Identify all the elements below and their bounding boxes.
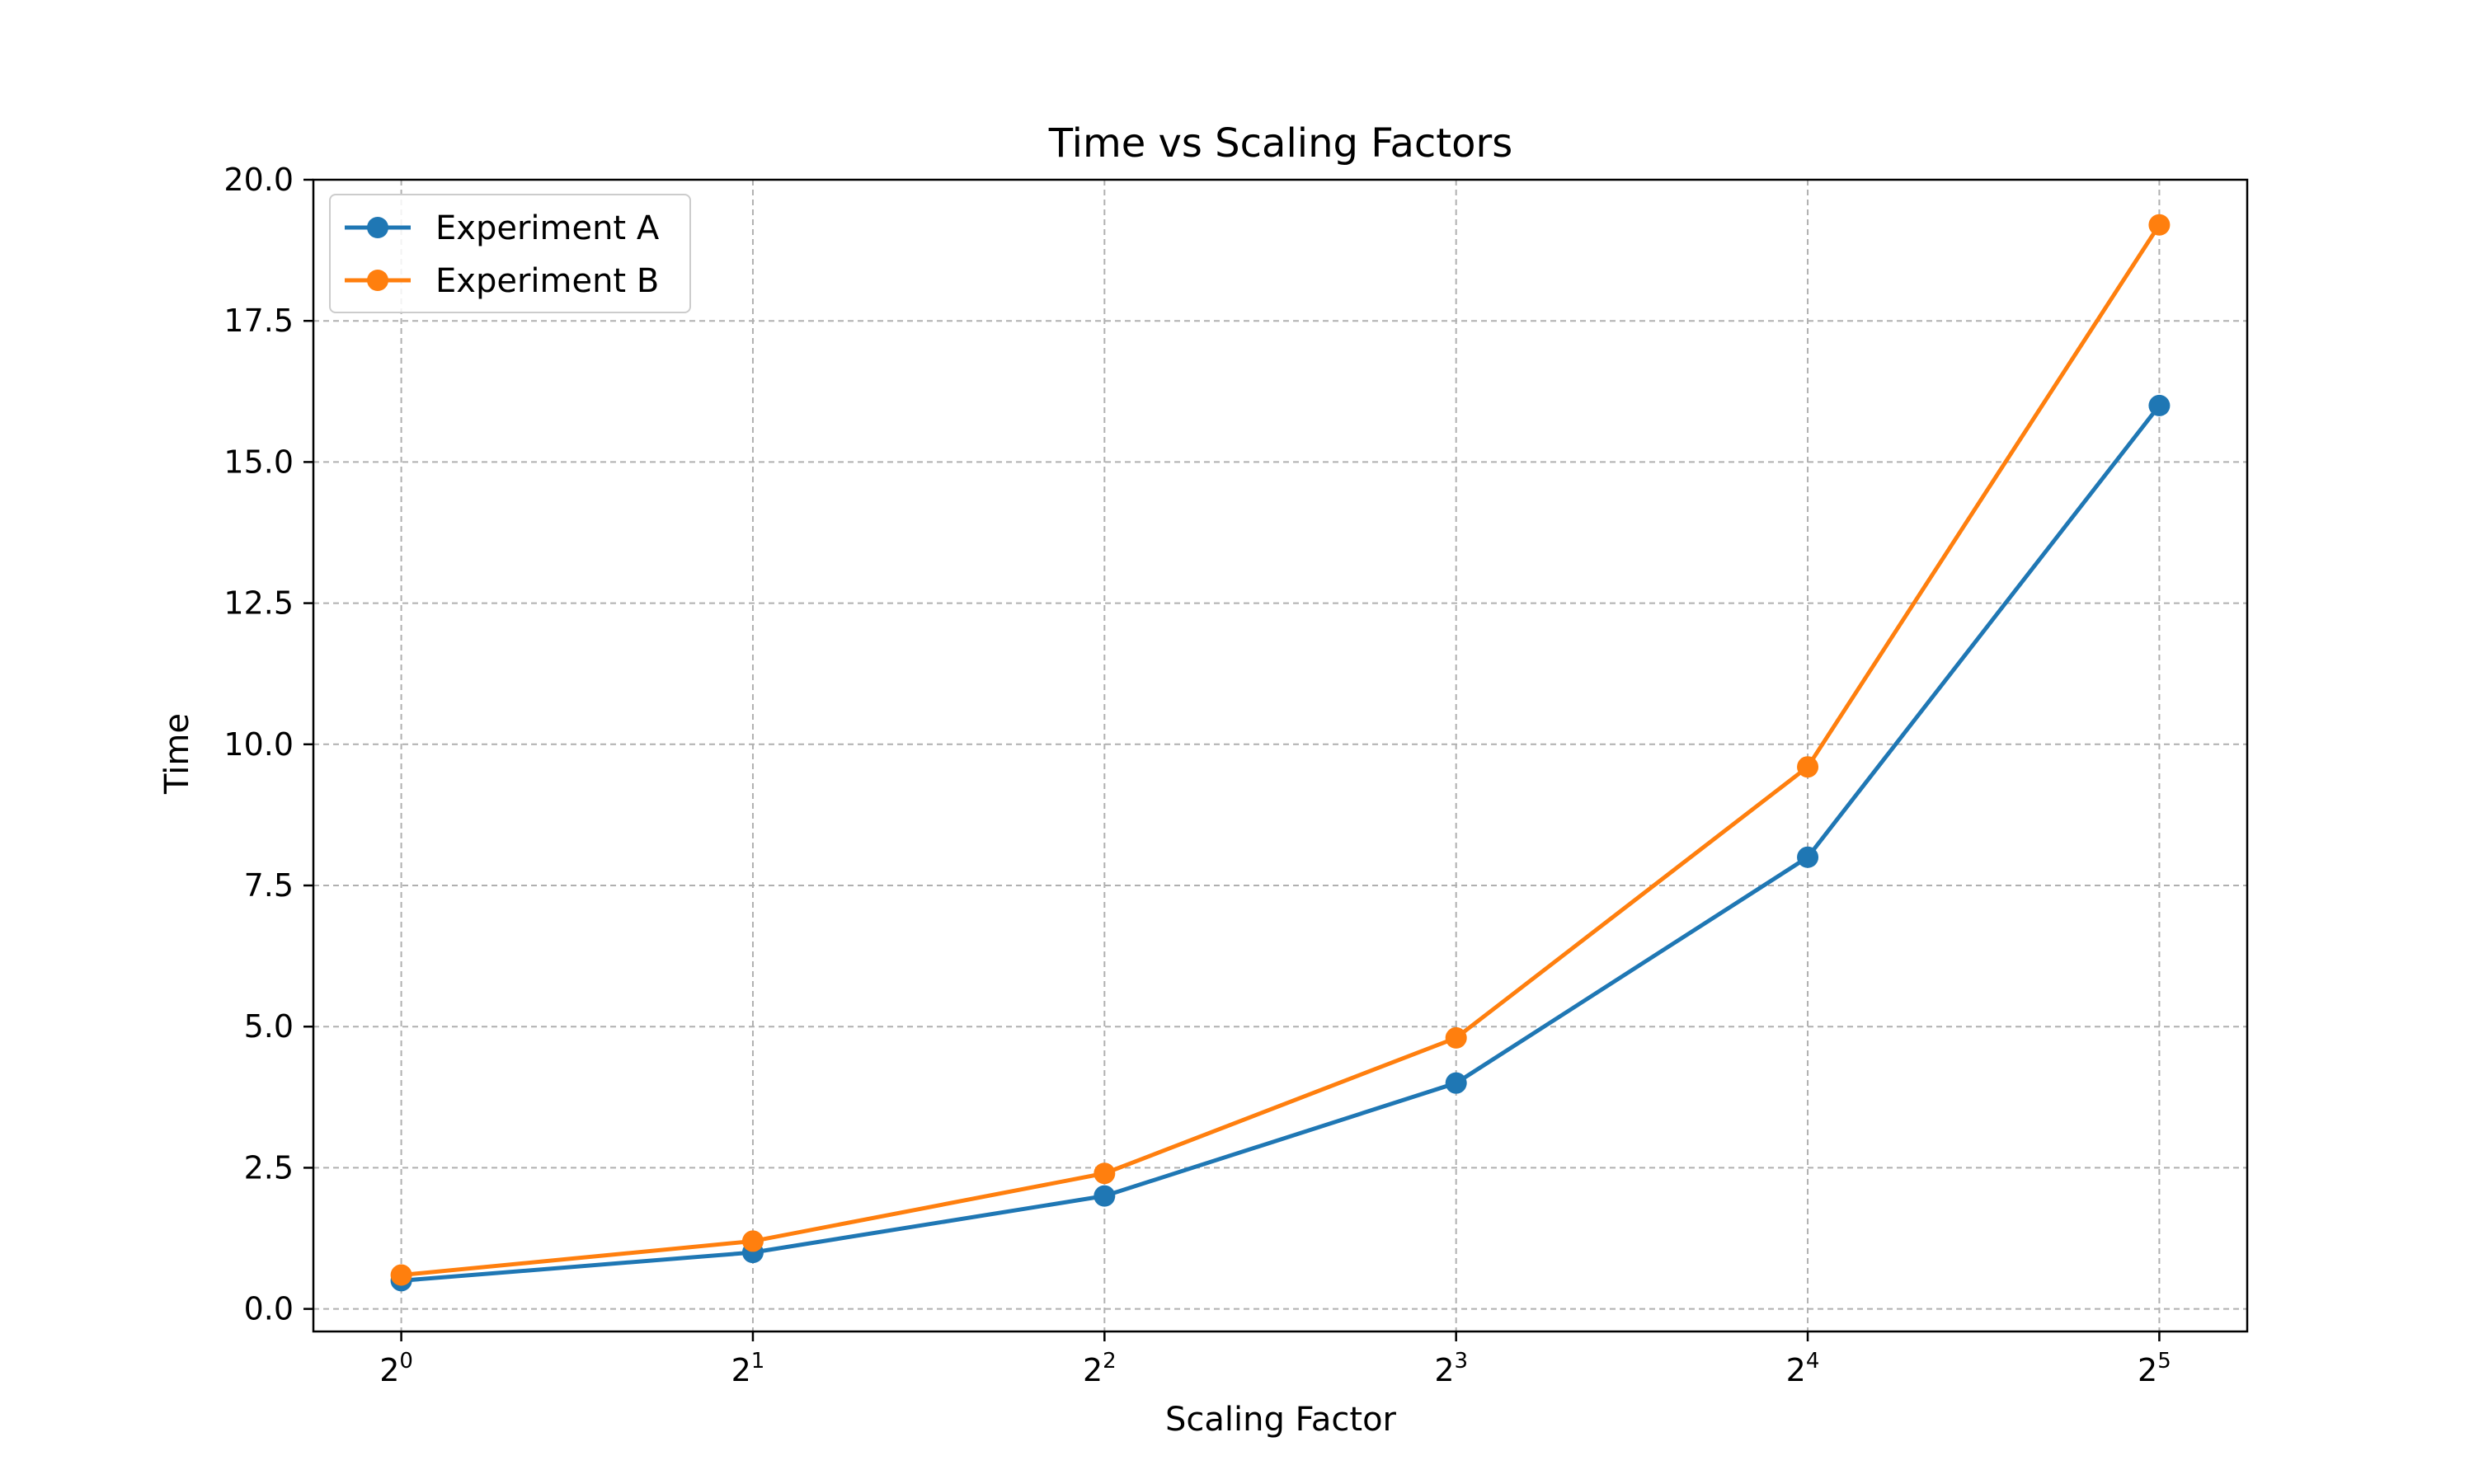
y-tick-label: 15.0 [223,444,294,480]
x-tick-exponent: 3 [1455,1349,1469,1374]
plot-series [390,214,2171,1292]
y-tick-label: 2.5 [244,1149,294,1186]
data-point [2148,214,2171,236]
data-point [1797,846,1819,868]
x-tick-exponent: 0 [399,1349,413,1374]
x-tick-label: 24 [1786,1349,1820,1388]
data-point [1094,1185,1116,1207]
y-tick-label: 12.5 [223,585,294,622]
y-tick-label: 20.0 [223,162,294,198]
legend-marker [367,217,388,238]
x-axis: 20 21 22 23 24 25 [379,1331,2171,1388]
series-experiment-b [390,214,2171,1286]
data-point [1445,1072,1467,1094]
x-tick-label: 22 [1083,1349,1117,1388]
x-tick-base: 2 [1786,1352,1806,1388]
x-tick-label: 21 [731,1349,765,1388]
y-tick-label: 0.0 [244,1291,294,1327]
x-tick-base: 2 [379,1352,399,1388]
data-point [1094,1162,1116,1185]
y-tick-label: 10.0 [223,726,294,763]
x-tick-base: 2 [1083,1352,1103,1388]
legend-box [329,194,691,313]
legend-label: Experiment B [435,262,659,300]
legend-label: Experiment A [435,209,660,247]
y-axis-title: Time [158,713,196,795]
chart-title: Time vs Scaling Factors [1048,120,1512,167]
data-point [1797,756,1819,778]
y-tick-label: 7.5 [244,867,294,904]
series-line [401,404,2161,1283]
y-tick-label: 5.0 [244,1008,294,1045]
data-point [1445,1026,1467,1049]
data-point [741,1230,764,1252]
y-axis: 0.0 2.5 5.0 7.5 10.0 12.5 15.0 17.5 20.0 [223,162,313,1327]
x-tick-exponent: 4 [1806,1349,1820,1374]
x-tick-base: 2 [731,1352,751,1388]
x-tick-label: 20 [379,1349,413,1388]
x-tick-base: 2 [2138,1352,2157,1388]
legend-item: Experiment B [345,262,659,300]
data-point [2148,394,2171,416]
legend-marker [367,270,388,291]
series-line [401,223,2161,1278]
legend-item: Experiment A [345,209,660,247]
x-tick-exponent: 2 [1103,1349,1117,1374]
plot-frame [312,178,2249,1333]
x-axis-title: Scaling Factor [1165,1401,1397,1439]
x-tick-base: 2 [1434,1352,1454,1388]
y-tick-label: 17.5 [223,303,294,339]
x-tick-label: 25 [2138,1349,2171,1388]
x-tick-exponent: 5 [2157,1349,2171,1374]
data-point [390,1264,412,1286]
legend: Experiment A Experiment B [329,194,691,313]
x-tick-label: 23 [1434,1349,1468,1388]
x-tick-exponent: 1 [751,1349,765,1374]
